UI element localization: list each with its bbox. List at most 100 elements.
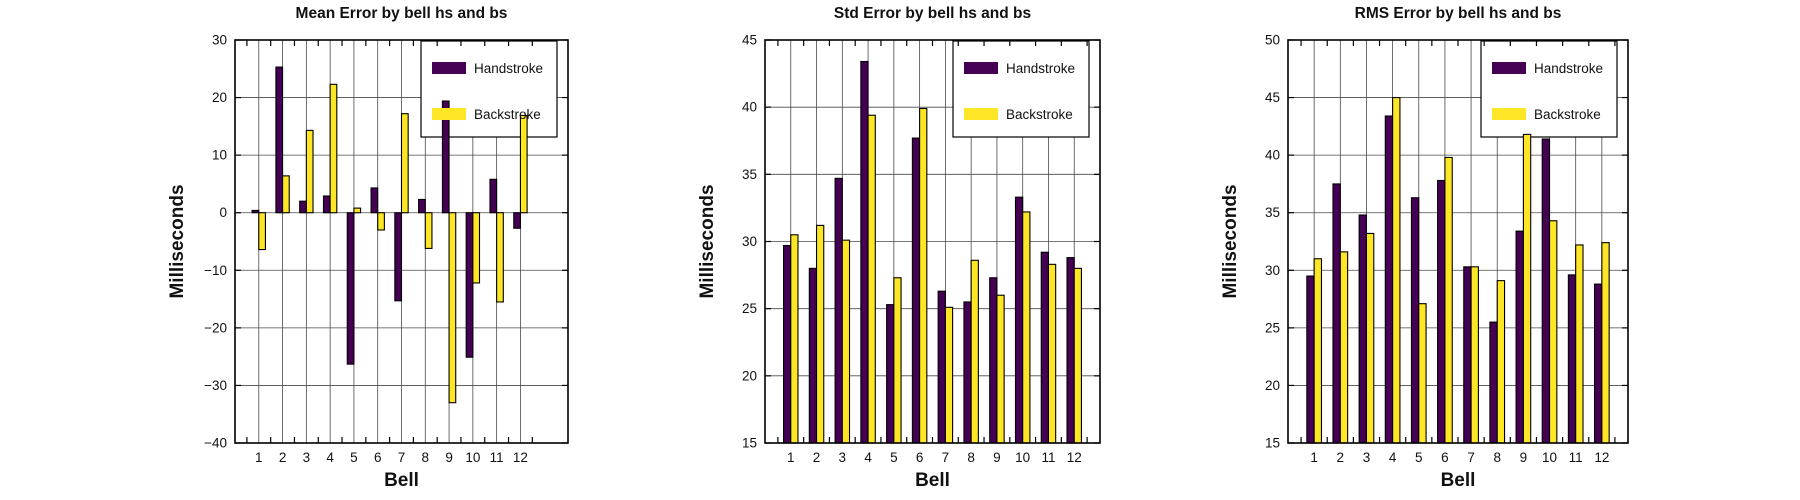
bar-handstroke-bell-1 [783, 244, 792, 444]
bar-handstroke-bell-9 [989, 277, 998, 444]
y-tick-label: 35 [742, 167, 757, 182]
x-tick-label: 5 [1415, 450, 1423, 465]
y-tick-label: −20 [204, 320, 227, 335]
backstroke-legend-swatch [432, 108, 466, 120]
bar-handstroke-bell-7 [1463, 266, 1472, 444]
bar-handstroke-bell-7 [394, 212, 403, 302]
y-tick-label: 40 [1265, 148, 1280, 163]
x-axis-label: Bell [384, 470, 419, 491]
y-tick-label: 50 [1265, 33, 1280, 48]
y-axis-label: Milliseconds [1220, 184, 1241, 298]
bar-backstroke-bell-6 [919, 107, 928, 444]
bar-handstroke-bell-2 [275, 66, 284, 214]
x-tick-label: 10 [1542, 450, 1557, 465]
bar-backstroke-bell-7 [1470, 266, 1479, 444]
bar-handstroke-bell-4 [860, 60, 869, 444]
bar-backstroke-bell-10 [1022, 211, 1031, 444]
x-tick-label: 12 [1594, 450, 1609, 465]
bar-backstroke-bell-9 [1522, 133, 1532, 444]
bar-handstroke-bell-10 [1014, 196, 1024, 444]
bar-backstroke-bell-12 [1601, 242, 1610, 444]
legend-box [1480, 40, 1618, 138]
x-tick-label: 2 [813, 450, 821, 465]
bar-handstroke-bell-9 [1515, 230, 1524, 444]
x-tick-label: 8 [422, 450, 430, 465]
x-tick-label: 6 [1441, 450, 1449, 465]
y-tick-label: 15 [742, 436, 757, 451]
x-tick-label: 9 [445, 450, 453, 465]
bar-handstroke-bell-6 [1437, 179, 1446, 444]
handstroke-legend-swatch [432, 62, 466, 74]
bar-backstroke-bell-11 [1575, 244, 1584, 444]
bar-backstroke-bell-3 [841, 239, 851, 444]
x-tick-label: 3 [303, 450, 311, 465]
y-tick-label: 40 [742, 100, 757, 115]
bar-handstroke-bell-3 [834, 177, 843, 444]
bar-backstroke-bell-8 [970, 259, 979, 444]
y-tick-label: 30 [212, 33, 227, 48]
tick-marks [765, 39, 1100, 444]
bar-handstroke-bell-3 [1358, 214, 1368, 444]
bar-handstroke-bell-11 [1567, 274, 1577, 444]
legend-box [952, 40, 1090, 138]
x-tick-label: 7 [942, 450, 950, 465]
x-tick-label: 3 [1363, 450, 1371, 465]
bar-backstroke-bell-12 [519, 114, 528, 214]
bar-handstroke-bell-4 [1384, 115, 1394, 444]
bar-handstroke-bell-7 [937, 290, 946, 444]
bar-handstroke-bell-1 [1306, 275, 1315, 444]
x-tick-label: 7 [398, 450, 406, 465]
bar-handstroke-bell-12 [1066, 257, 1075, 444]
x-tick-label: 11 [1569, 450, 1583, 465]
handstroke-legend-swatch [1492, 62, 1526, 74]
x-tick-label: 10 [1015, 450, 1030, 465]
bar-handstroke-bell-5 [886, 304, 895, 444]
x-tick-label: 12 [1067, 450, 1082, 465]
x-tick-label: 4 [1389, 450, 1397, 465]
x-tick-label: 11 [1041, 450, 1055, 465]
x-tick-label: 6 [916, 450, 924, 465]
handstroke-legend-label: Handstroke [1006, 61, 1075, 76]
y-tick-label: 20 [1265, 378, 1280, 393]
bar-backstroke-bell-4 [1392, 97, 1401, 444]
bar-backstroke-bell-5 [353, 207, 362, 214]
bar-handstroke-bell-10 [465, 212, 474, 358]
bar-backstroke-bell-6 [1444, 156, 1453, 444]
y-tick-label: 25 [742, 301, 757, 316]
bar-backstroke-bell-2 [815, 224, 825, 444]
bar-backstroke-bell-11 [1047, 263, 1057, 444]
bar-backstroke-bell-12 [1073, 267, 1082, 444]
bar-handstroke-bell-8 [418, 198, 426, 214]
bar-handstroke-bell-12 [513, 212, 521, 229]
bar-backstroke-bell-7 [400, 113, 409, 214]
legend-box [420, 40, 558, 138]
bar-backstroke-bell-8 [1496, 280, 1506, 444]
y-tick-label: 15 [1265, 436, 1280, 451]
bar-handstroke-bell-6 [911, 137, 921, 444]
tick-marks [235, 39, 568, 444]
x-axis-label: Bell [915, 470, 950, 491]
backstroke-legend-swatch [964, 108, 998, 120]
bar-handstroke-bell-11 [1040, 251, 1050, 444]
backstroke-legend-label: Backstroke [1534, 107, 1601, 122]
y-tick-label: −10 [204, 263, 227, 278]
y-tick-label: −40 [204, 436, 227, 451]
chart-mean-error: Handstroke Backstroke −40 −30 −20 −10 0 10 20 30 1… [167, 5, 569, 491]
x-tick-label: 9 [1520, 450, 1528, 465]
legend: Handstroke Backstroke [432, 61, 543, 122]
bar-handstroke-bell-6 [370, 187, 379, 214]
bar-backstroke-bell-1 [1313, 258, 1323, 444]
chart-title: RMS Error by bell hs and bs [1355, 5, 1562, 22]
bar-backstroke-bell-3 [1365, 232, 1375, 444]
y-tick-label: −30 [204, 378, 227, 393]
bar-handstroke-bell-2 [808, 267, 818, 444]
bar-backstroke-bell-1 [258, 212, 266, 251]
bar-handstroke-bell-11 [489, 178, 498, 214]
handstroke-legend-label: Handstroke [474, 61, 543, 76]
y-tick-label: 20 [742, 368, 757, 383]
bar-handstroke-bell-9 [441, 100, 450, 214]
